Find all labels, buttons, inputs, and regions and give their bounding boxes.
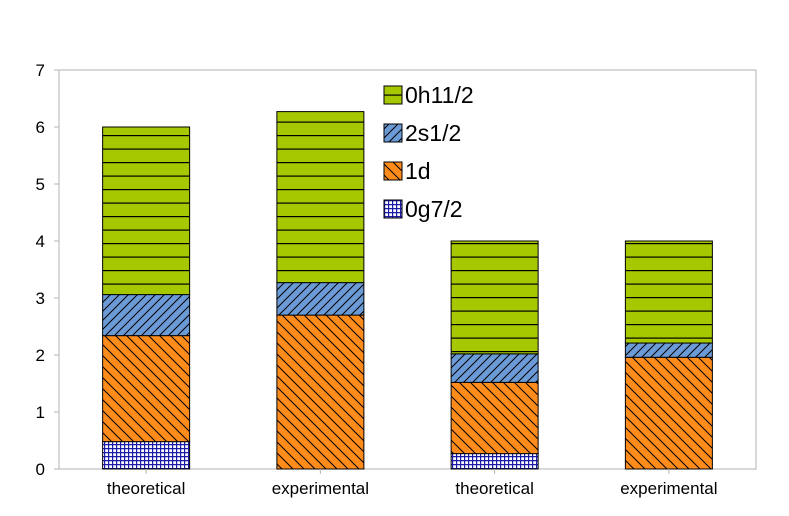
- x-tick-label-2: theoretical: [455, 479, 533, 498]
- bar-segment-1d-cat-3: [624, 356, 713, 470]
- bar-segment-0h112-cat-2: [450, 240, 539, 355]
- bar-segment-0g72-cat-0: [102, 441, 191, 470]
- legend-label-1d: 1d: [405, 158, 431, 184]
- legend-label-0g72: 0g7/2: [405, 196, 463, 222]
- legend-swatch-0h112: [383, 85, 403, 105]
- bar-segment-0h112-cat-1: [276, 111, 365, 284]
- bar-segment-0h112-cat-3: [624, 240, 713, 344]
- plot-frame: [58, 69, 757, 470]
- bar-segment-2s12-cat-2: [450, 353, 539, 383]
- y-axis-ticks: 0 1 2 3 4 5 6 7: [36, 61, 59, 479]
- bars-group: [102, 111, 713, 470]
- y-tick-label: 4: [36, 232, 45, 251]
- legend-label-2s12: 2s1/2: [405, 120, 461, 146]
- bar-segment-1d-cat-1: [276, 314, 365, 470]
- x-tick-label-3: experimental: [620, 479, 717, 498]
- legend-swatch-1d: [383, 161, 403, 181]
- axes: [58, 69, 757, 470]
- bar-segment-1d-cat-0: [102, 335, 191, 443]
- legend-swatch-0g72: [383, 199, 403, 219]
- y-tick-label: 0: [36, 460, 45, 479]
- x-tick-label-0: theoretical: [107, 479, 185, 498]
- y-tick-label: 1: [36, 403, 45, 422]
- y-tick-label: 6: [36, 118, 45, 137]
- bar-segment-2s12-cat-1: [276, 282, 365, 316]
- legend-label-0h112: 0h11/2: [405, 82, 474, 108]
- y-tick-label: 5: [36, 175, 45, 194]
- y-tick-label: 7: [36, 61, 45, 80]
- bar-segment-0g72-cat-2: [450, 453, 539, 470]
- bar-segment-2s12-cat-3: [624, 342, 713, 358]
- x-axis-ticks: theoretical experimental theoretical experi…: [107, 469, 718, 498]
- legend-swatch-2s12: [383, 123, 403, 143]
- x-tick-label-1: experimental: [272, 479, 369, 498]
- y-tick-label: 2: [36, 346, 45, 365]
- y-tick-label: 3: [36, 289, 45, 308]
- legend: 0h11/2 2s1/2 1d 0g7/2: [383, 82, 474, 222]
- bar-segment-0h112-cat-0: [102, 126, 191, 296]
- bar-segment-2s12-cat-0: [102, 294, 191, 337]
- bar-segment-1d-cat-2: [450, 381, 539, 455]
